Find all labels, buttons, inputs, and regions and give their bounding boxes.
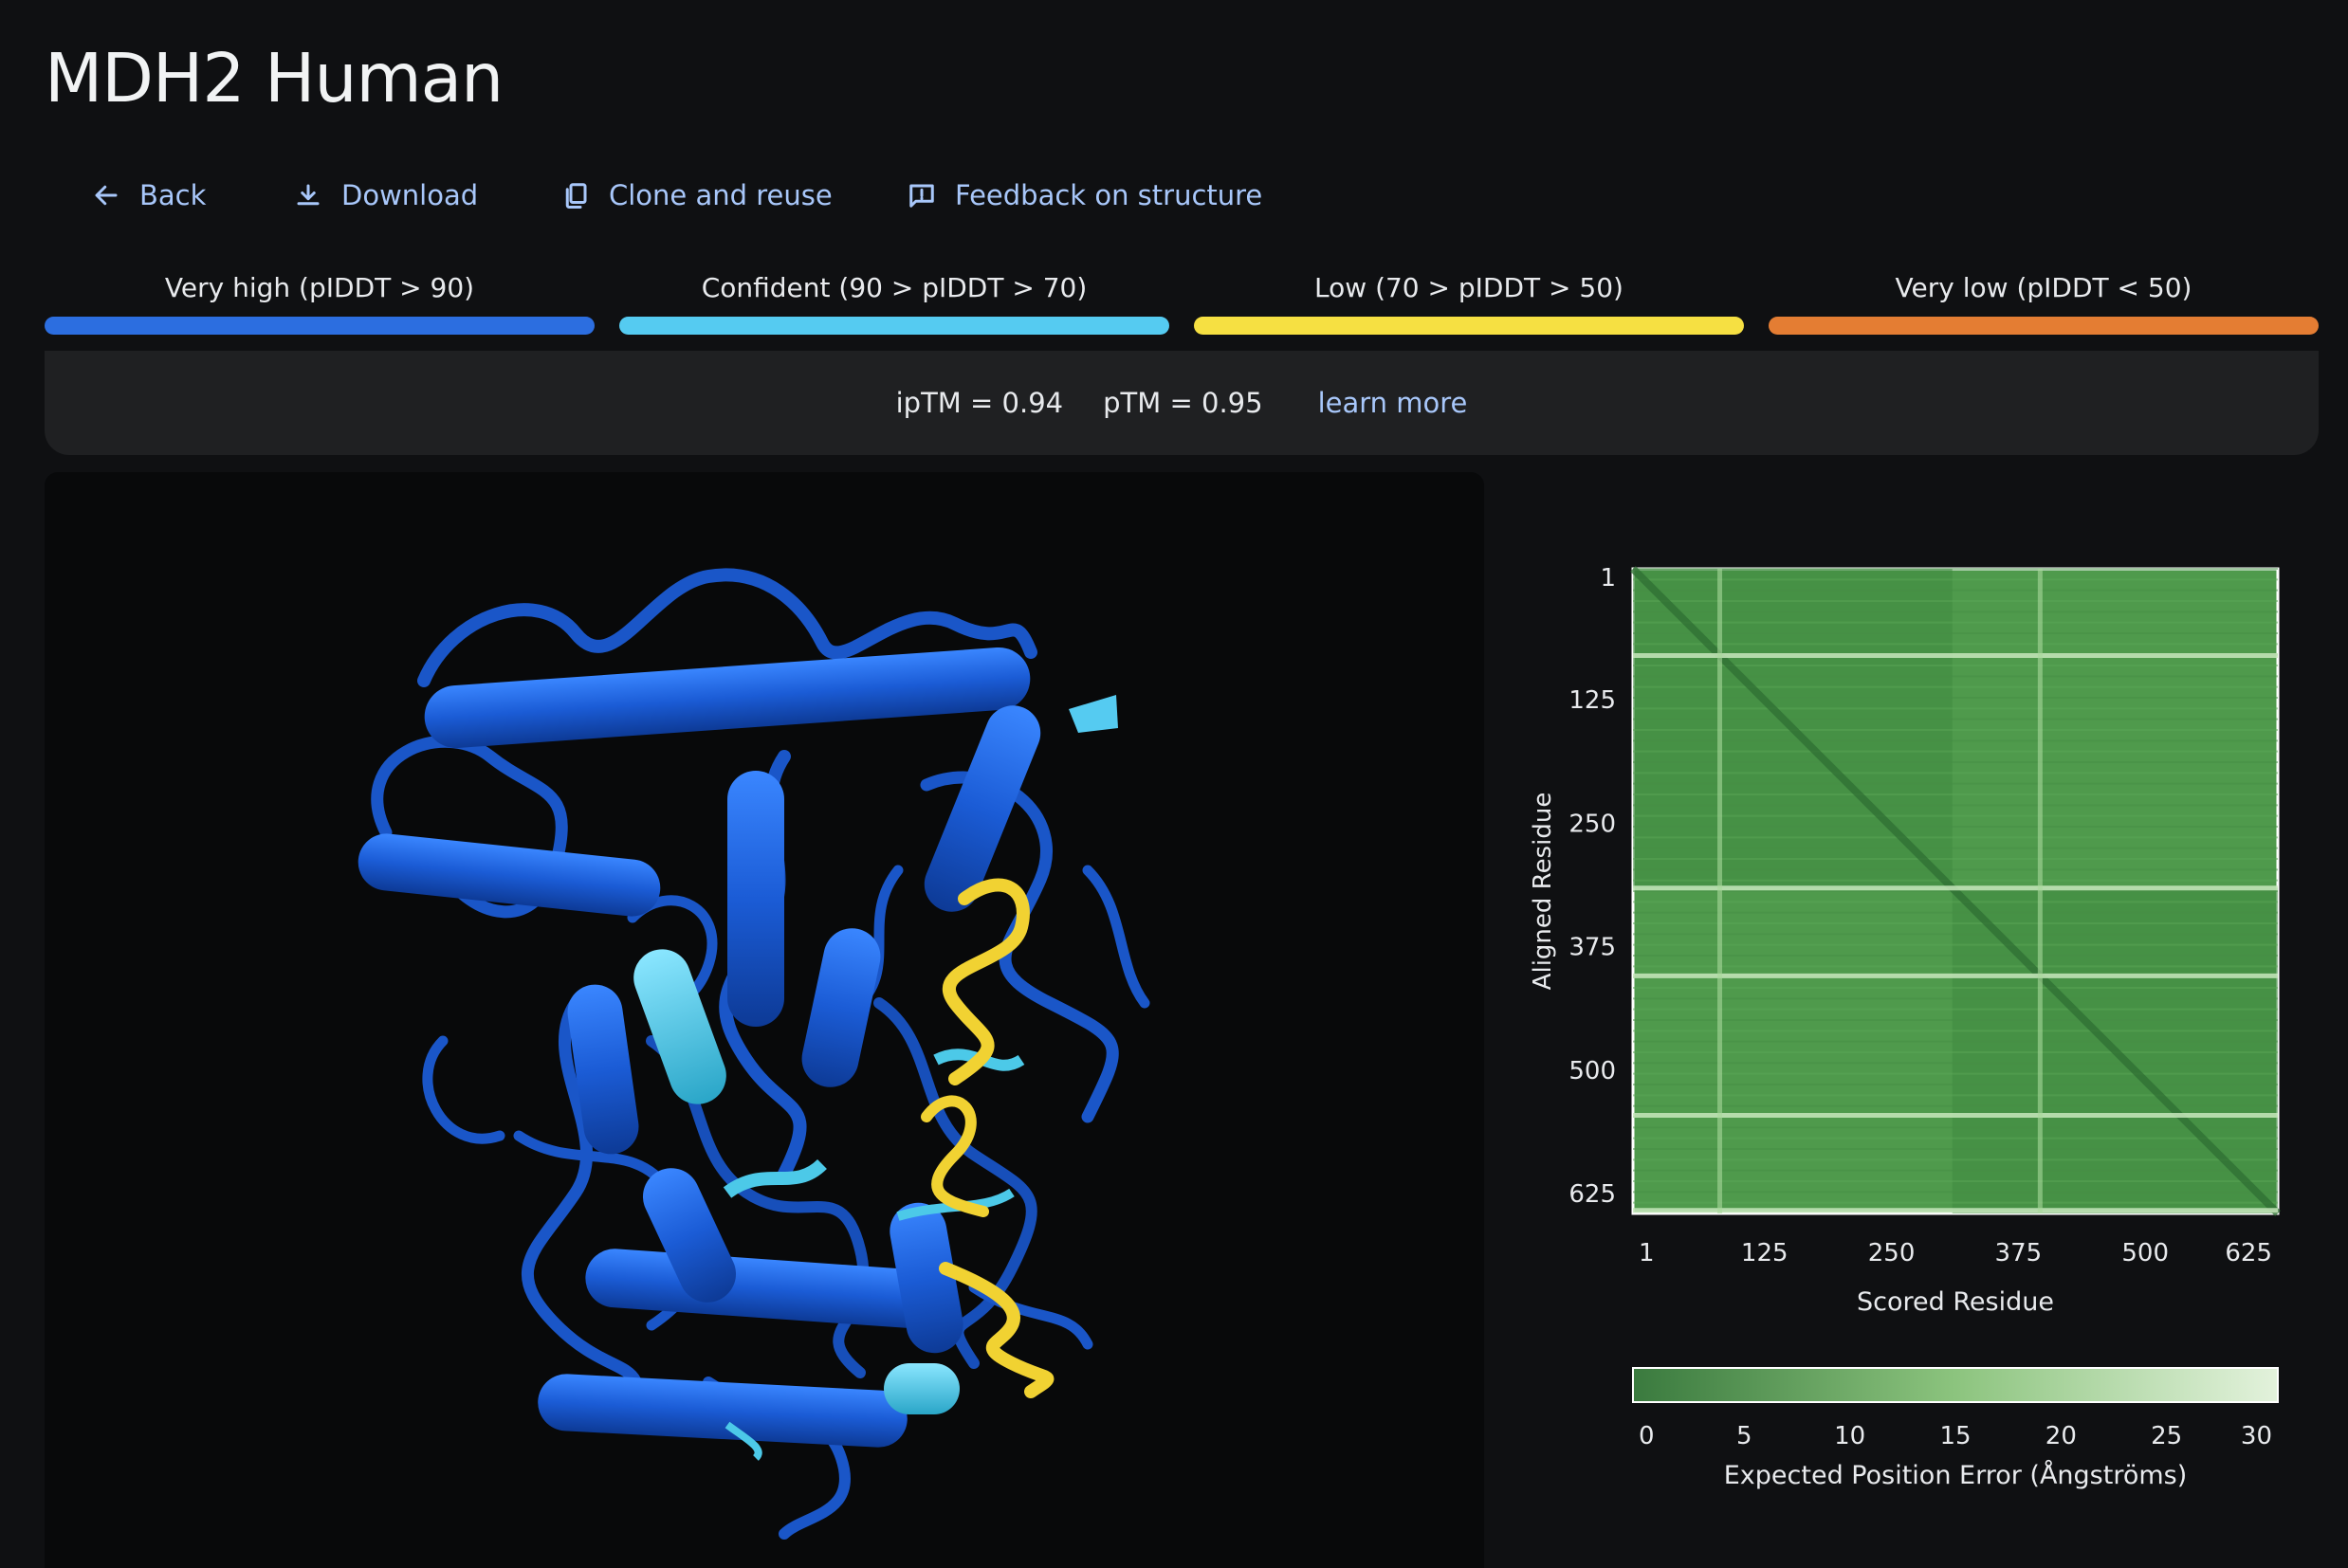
iptm-value: ipTM = 0.94 <box>895 387 1064 419</box>
pae-diagonal <box>1630 566 2281 1216</box>
colorbar-tick-label: 15 <box>1939 1422 1971 1450</box>
download-button[interactable]: Download <box>294 169 478 222</box>
copy-icon <box>565 183 587 209</box>
y-tick-label: 250 <box>1568 810 1616 838</box>
legend-very-low-bar <box>1769 317 2319 335</box>
legend-very-low: Very low (pIDDT < 50) <box>1769 267 2319 336</box>
structure-viewer[interactable] <box>45 472 1484 1568</box>
y-tick-label: 1 <box>1600 564 1616 593</box>
colorbar-tick-label: 0 <box>1639 1422 1655 1450</box>
feedback-button[interactable]: Feedback on structure <box>908 169 1262 222</box>
colorbar-tick-label: 20 <box>2045 1422 2077 1450</box>
legend-confident: Confident (90 > pIDDT > 70) <box>619 267 1169 336</box>
feedback-icon <box>909 184 934 208</box>
y-tick-label: 375 <box>1568 934 1616 962</box>
arrow-left-icon <box>95 185 118 206</box>
colorbar-label: Expected Position Error (Ångströms) <box>1724 1460 2188 1490</box>
legend-very-high-label: Very high (pIDDT > 90) <box>164 272 475 303</box>
legend-confident-bar <box>619 317 1169 335</box>
legend-confident-label: Confident (90 > pIDDT > 70) <box>701 272 1088 303</box>
x-tick-label: 1 <box>1639 1239 1655 1267</box>
colorbar-tick-label: 30 <box>2241 1422 2272 1450</box>
y-tick-label: 500 <box>1568 1057 1616 1085</box>
x-tick-label: 625 <box>2225 1239 2272 1267</box>
legend-very-low-label: Very low (pIDDT < 50) <box>1895 272 2192 303</box>
x-axis-label: Scored Residue <box>1857 1287 2054 1317</box>
pae-chart: 1 125 250 375 500 625 1 125 250 375 500 625 Aligne… <box>1498 531 2323 1526</box>
download-label: Download <box>341 179 479 211</box>
legend-very-high-bar <box>45 317 595 335</box>
colorbar <box>1632 1367 2279 1403</box>
y-tick-label: 625 <box>1568 1180 1616 1209</box>
page-title: MDH2 Human <box>45 39 504 118</box>
back-button[interactable]: Back <box>92 169 206 222</box>
legend-low: Low (70 > pIDDT > 50) <box>1194 267 1744 336</box>
clone-button[interactable]: Clone and reuse <box>561 169 833 222</box>
x-tick-label: 500 <box>2121 1239 2169 1267</box>
clone-label: Clone and reuse <box>609 179 833 211</box>
x-tick-label: 125 <box>1741 1239 1789 1267</box>
feedback-label: Feedback on structure <box>955 179 1263 211</box>
colorbar-tick-label: 10 <box>1834 1422 1865 1450</box>
ptm-value: pTM = 0.95 <box>1103 387 1263 419</box>
y-axis-label: Aligned Residue <box>1529 793 1557 991</box>
colorbar-tick-label: 25 <box>2151 1422 2182 1450</box>
learn-more-link[interactable]: learn more <box>1317 387 1468 419</box>
back-label: Back <box>139 179 207 211</box>
legend-very-high: Very high (pIDDT > 90) <box>45 267 595 336</box>
x-tick-label: 375 <box>1995 1239 2043 1267</box>
legend-low-label: Low (70 > pIDDT > 50) <box>1314 272 1623 303</box>
x-tick-label: 250 <box>1868 1239 1916 1267</box>
metrics-panel: ipTM = 0.94 pTM = 0.95 learn more <box>45 351 2319 455</box>
legend-low-bar <box>1194 317 1744 335</box>
download-icon <box>297 184 320 206</box>
colorbar-tick-label: 5 <box>1736 1422 1752 1450</box>
protein-ribbon-icon <box>358 568 1150 1540</box>
y-tick-label: 125 <box>1568 686 1616 715</box>
